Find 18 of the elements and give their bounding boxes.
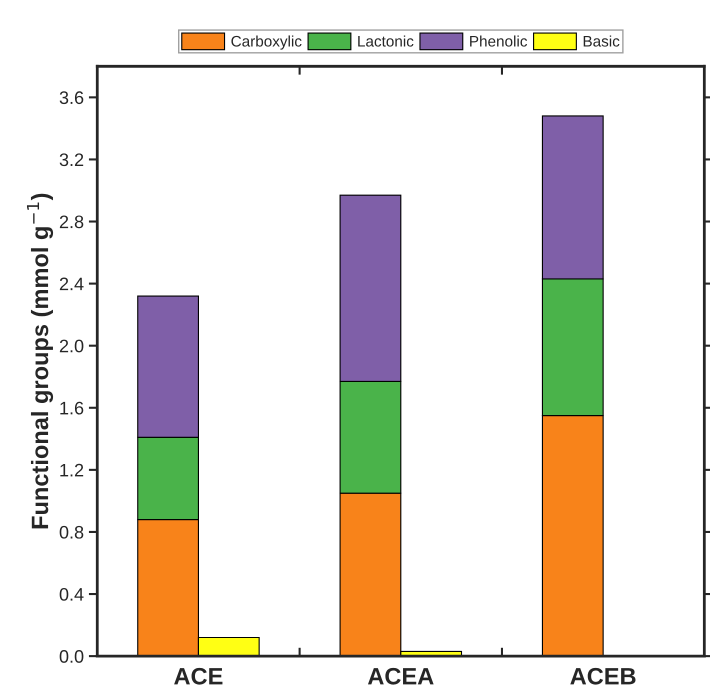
- y-axis-title: Functional groups (mmol g$^{−1}$): [26, 194, 54, 528]
- y-tick-label: 2.8: [60, 215, 84, 228]
- legend-label: Phenolic: [470, 35, 528, 47]
- y-tick-label: 0.4: [60, 588, 84, 601]
- legend-label: Lactonic: [358, 35, 414, 47]
- y-tick-label: 2.4: [60, 278, 84, 290]
- y-tick-label: 0.0: [60, 650, 84, 663]
- y-tick-label: 3.6: [60, 91, 84, 104]
- y-tick-label: 2.0: [60, 340, 84, 352]
- legend-label: Basic: [584, 35, 620, 47]
- x-tick-label: ACEA: [368, 668, 434, 685]
- y-tick-label: 3.2: [60, 153, 84, 166]
- y-tick-label: 1.6: [60, 402, 84, 414]
- legend-label: Carboxylic: [231, 35, 302, 50]
- y-tick-label: 1.2: [60, 464, 84, 476]
- x-tick-label: ACEB: [570, 668, 636, 685]
- y-tick-label: 0.8: [60, 526, 84, 539]
- x-tick-label: ACE: [174, 668, 222, 685]
